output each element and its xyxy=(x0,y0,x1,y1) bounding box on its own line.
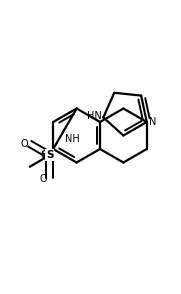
Text: O: O xyxy=(40,174,48,184)
Text: HN: HN xyxy=(87,111,101,121)
Text: S: S xyxy=(46,150,53,160)
Text: N: N xyxy=(149,117,156,127)
Text: O: O xyxy=(20,139,28,149)
Text: S: S xyxy=(41,150,48,160)
Text: NH: NH xyxy=(65,134,80,144)
